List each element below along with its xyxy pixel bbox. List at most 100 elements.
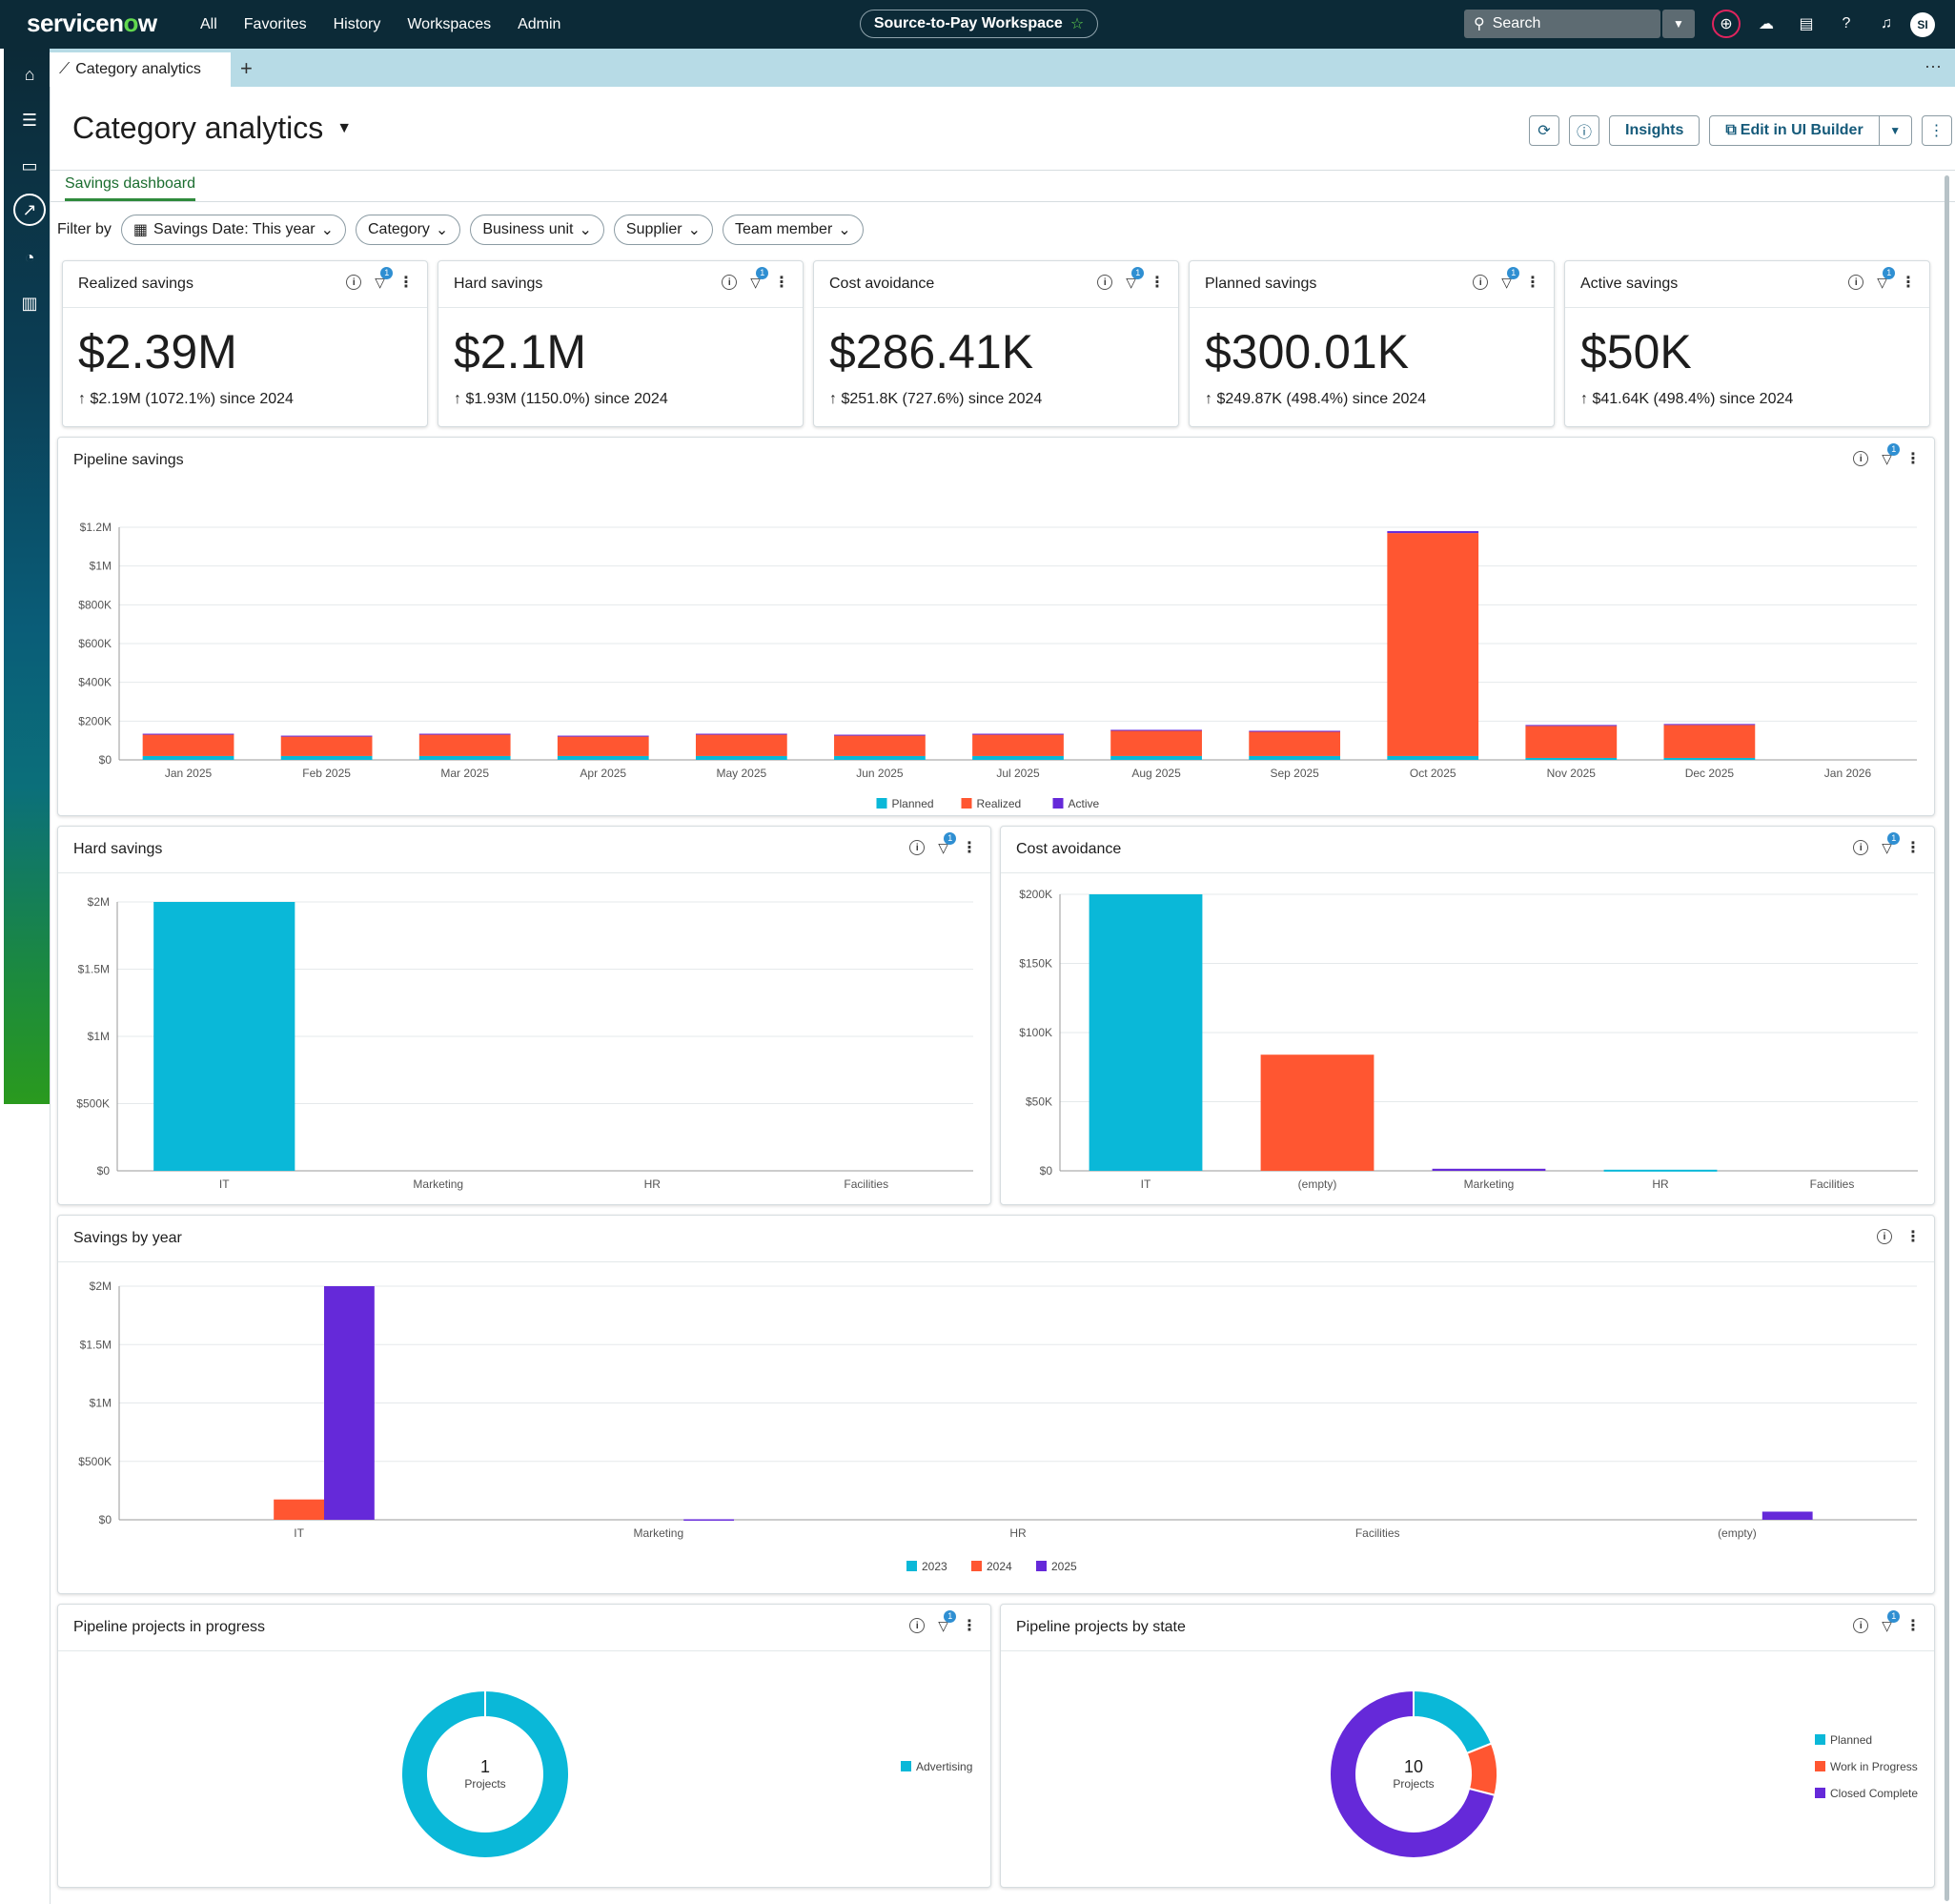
pie-slice — [1465, 1742, 1498, 1797]
more-icon[interactable]: ⋮ — [1901, 275, 1916, 291]
filter-icon[interactable]: ▽ 1 — [1882, 1609, 1901, 1634]
info-icon[interactable]: i — [909, 1618, 926, 1633]
globe-icon[interactable]: ⊕ — [1712, 10, 1741, 38]
nav-admin[interactable]: Admin — [518, 15, 561, 32]
page-title[interactable]: Category analytics ▼ — [72, 111, 352, 146]
tab-category-analytics[interactable]: ⟋ Category analytics — [50, 52, 231, 87]
filter-icon[interactable]: ▽ 1 — [1882, 442, 1901, 467]
filter-chip-team-member[interactable]: Team member ⌄ — [723, 215, 864, 245]
filter-icon[interactable]: ▽ 1 — [1126, 266, 1145, 291]
chart-title: Pipeline projects by state — [1016, 1619, 1186, 1635]
bar — [1089, 894, 1203, 1171]
more-icon[interactable]: ⋮ — [962, 840, 977, 856]
chat-icon[interactable]: ☁ — [1759, 16, 1774, 32]
servicenow-logo[interactable]: servicenow — [27, 9, 157, 37]
gauge-icon[interactable]: ◔ — [24, 247, 35, 267]
search-input[interactable]: ⚲ Search — [1464, 10, 1660, 38]
chart-title: Hard savings — [73, 841, 163, 857]
bar-chart-icon[interactable]: ▥ — [21, 293, 38, 313]
filter-icon[interactable]: ▽ 1 — [1882, 831, 1901, 856]
info-icon[interactable]: i — [1473, 275, 1489, 290]
inbox-icon[interactable]: ▭ — [21, 155, 38, 175]
pipeline-by-state-card: Pipeline projects by state i ▽ 1 ⋮ 10 Projec… — [1000, 1604, 1935, 1888]
filter-icon[interactable]: ▽ 1 — [938, 831, 957, 856]
filter-chip-category[interactable]: Category ⌄ — [356, 215, 461, 245]
tab-savings-dashboard[interactable]: Savings dashboard — [65, 175, 195, 201]
x-tick-label: Marketing — [1464, 1177, 1515, 1191]
filter-icon[interactable]: ▽ 1 — [938, 1609, 957, 1634]
more-icon[interactable]: ⋮ — [1525, 275, 1540, 291]
bar — [695, 755, 787, 760]
list-icon[interactable]: ☰ — [21, 110, 38, 130]
more-icon[interactable]: ⋮ — [1905, 840, 1921, 856]
edit-in-ui-builder-button[interactable]: ⧉ Edit in UI Builder — [1709, 115, 1880, 146]
star-icon[interactable]: ☆ — [1069, 16, 1085, 32]
avatar[interactable]: SI — [1910, 12, 1935, 37]
filter-chip-business-unit[interactable]: Business unit ⌄ — [470, 215, 604, 245]
x-tick-label: (empty) — [1298, 1177, 1337, 1191]
more-icon[interactable]: ⋮ — [1905, 1229, 1921, 1245]
more-icon[interactable]: ⋮ — [962, 1618, 977, 1634]
info-icon[interactable]: i — [346, 275, 362, 290]
more-icon[interactable]: ⋮ — [1905, 451, 1921, 467]
kpi-delta: ↑ $1.93M (1150.0%) since 2024 — [454, 391, 668, 407]
bell-icon[interactable]: ♫ — [1881, 15, 1892, 31]
x-tick-label: IT — [219, 1177, 230, 1191]
filter-chip-savings-date[interactable]: ▦ Savings Date: This year ⌄ — [120, 215, 346, 245]
donut-center-value: 1 — [480, 1757, 490, 1776]
more-icon[interactable]: ⋮ — [774, 275, 789, 291]
analytics-icon[interactable]: ↗ — [13, 194, 46, 226]
header-buttons: ⟳ ⓘ Insights ⧉ Edit in UI Builder ▼ ⋮ — [1529, 115, 1952, 146]
nav-history[interactable]: History — [333, 15, 381, 32]
filter-icon[interactable]: ▽ 1 — [750, 266, 769, 291]
info-icon[interactable]: i — [1853, 451, 1869, 466]
more-icon[interactable]: ⋮ — [398, 275, 414, 291]
bar — [418, 733, 511, 735]
info-button[interactable]: ⓘ — [1569, 115, 1599, 146]
info-icon[interactable]: i — [1853, 1618, 1869, 1633]
info-icon[interactable]: i — [909, 840, 926, 855]
page-title-text: Category analytics — [72, 111, 324, 145]
info-icon[interactable]: i — [1848, 275, 1864, 290]
notifications-panel-icon[interactable]: ▤ — [1799, 16, 1814, 32]
info-icon[interactable]: i — [1853, 840, 1869, 855]
filter-icon[interactable]: ▽ 1 — [1877, 266, 1896, 291]
workspace-pill[interactable]: Source-to-Pay Workspace ☆ — [860, 10, 1098, 38]
x-tick-label: Jul 2025 — [996, 767, 1040, 780]
page-scrollbar[interactable] — [1945, 175, 1949, 1901]
kpi-delta: ↑ $249.87K (498.4%) since 2024 — [1205, 391, 1427, 407]
bar — [1603, 1169, 1718, 1172]
more-icon[interactable]: ⋮ — [1150, 275, 1165, 291]
savings-by-year-card: Savings by year i ⋮ $0 $500K $1M $1.5M $2M IT M… — [57, 1215, 1935, 1594]
kpi-title: Cost avoidance — [829, 276, 935, 292]
x-tick-label: May 2025 — [716, 767, 766, 780]
refresh-button[interactable]: ⟳ — [1529, 115, 1559, 146]
info-icon[interactable]: i — [1097, 275, 1113, 290]
filter-icon[interactable]: ▽ 1 — [1501, 266, 1520, 291]
filter-icon[interactable]: ▽ 1 — [375, 266, 394, 291]
help-icon[interactable]: ? — [1842, 15, 1851, 31]
caret-down-icon[interactable]: ▼ — [336, 119, 353, 136]
add-tab-icon[interactable]: + — [240, 56, 253, 80]
bar — [418, 734, 511, 756]
edit-dropdown-button[interactable]: ▼ — [1879, 115, 1912, 146]
search-scope-dropdown[interactable]: ▼ — [1662, 10, 1695, 38]
y-tick-label: $1M — [90, 1397, 112, 1410]
savings-by-year-chart: $0 $500K $1M $1.5M $2M IT Marketing HR Facilitie… — [78, 1280, 1917, 1573]
more-icon[interactable]: ⋮ — [1905, 1618, 1921, 1634]
more-icon[interactable]: ··· — [1924, 56, 1942, 75]
info-icon[interactable]: i — [722, 275, 738, 290]
nav-workspaces[interactable]: Workspaces — [407, 15, 492, 32]
bar — [1110, 730, 1202, 756]
bar — [1432, 1168, 1546, 1171]
x-tick-label: Jan 2026 — [1824, 767, 1872, 780]
more-options-button[interactable]: ⋮ — [1921, 115, 1952, 146]
insights-button[interactable]: Insights — [1609, 115, 1700, 146]
y-tick-label: $800K — [78, 598, 112, 611]
nav-favorites[interactable]: Favorites — [243, 15, 307, 32]
filter-chip-supplier[interactable]: Supplier ⌄ — [613, 215, 714, 245]
info-icon[interactable]: i — [1877, 1229, 1892, 1244]
kpi-title: Hard savings — [454, 276, 543, 292]
home-icon[interactable]: ⌂ — [24, 64, 35, 84]
nav-all[interactable]: All — [200, 15, 217, 32]
